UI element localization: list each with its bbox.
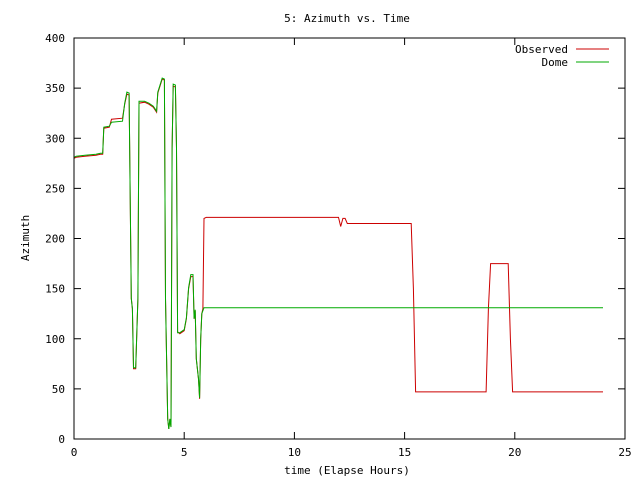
x-tick-label: 25 (618, 446, 631, 459)
series-lines (73, 77, 603, 430)
y-tick-label: 350 (45, 82, 65, 95)
y-tick-label: 100 (45, 333, 65, 346)
x-tick-label: 20 (508, 446, 521, 459)
y-tick-label: 0 (58, 433, 65, 446)
y-axis-label: Azimuth (19, 215, 32, 261)
y-tick-label: 300 (45, 132, 65, 145)
y-tick-label: 150 (45, 283, 65, 296)
axis-ticks: 0 50 100 150 200 250 300 350 400 0 5 10 15 20 25 (45, 32, 632, 459)
x-tick-label: 15 (398, 446, 411, 459)
x-tick-label: 0 (71, 446, 78, 459)
legend-label: Observed (515, 43, 568, 56)
x-tick-label: 10 (288, 446, 301, 459)
y-tick-label: 200 (45, 233, 65, 246)
series-line-dome (73, 77, 603, 430)
x-axis-label: time (Elapse Hours) (284, 464, 410, 477)
x-tick-label: 5 (181, 446, 188, 459)
y-tick-label: 250 (45, 182, 65, 195)
y-tick-label: 400 (45, 32, 65, 45)
plot-frame (73, 37, 626, 440)
chart-title: 5: Azimuth vs. Time (284, 12, 410, 25)
y-tick-label: 50 (52, 383, 65, 396)
legend-label: Dome (542, 56, 569, 69)
